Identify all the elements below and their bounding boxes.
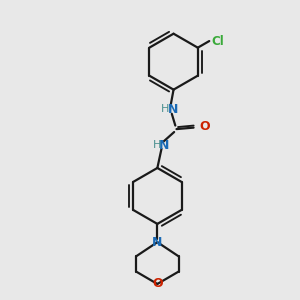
Text: H: H: [153, 140, 161, 150]
Text: Cl: Cl: [212, 34, 224, 48]
Text: N: N: [167, 103, 178, 116]
Text: O: O: [199, 120, 210, 133]
Text: O: O: [152, 278, 163, 290]
Text: H: H: [161, 104, 169, 114]
Text: N: N: [152, 236, 163, 249]
Text: N: N: [159, 139, 169, 152]
